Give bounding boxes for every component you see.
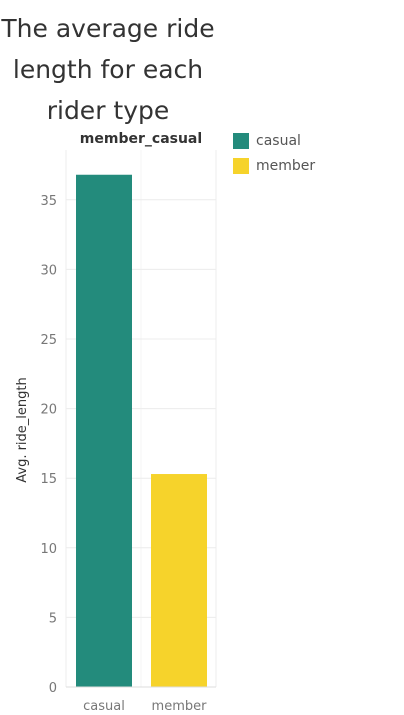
chart-title-line: The average ride <box>1 14 215 43</box>
y-tick-label: 15 <box>40 472 57 487</box>
column-header: member_casual <box>80 131 202 147</box>
chart-legend: casual member <box>233 128 315 178</box>
y-tick-label: 25 <box>40 333 57 348</box>
y-tick-label: 0 <box>49 681 57 696</box>
legend-label-casual: casual <box>256 132 301 149</box>
x-tick-label: casual <box>83 699 125 714</box>
y-tick-label: 10 <box>40 542 57 557</box>
bar-member <box>151 474 207 687</box>
legend-swatch-member <box>233 157 249 174</box>
bar-casual <box>76 174 132 687</box>
legend-item-member[interactable]: member <box>233 153 315 178</box>
y-tick-label: 20 <box>40 403 57 418</box>
y-axis-label: Avg. ride_length <box>15 377 30 483</box>
chart-title-line: length for each <box>12 55 204 84</box>
legend-label-member: member <box>256 157 316 174</box>
chart-title: The average ride length for each rider t… <box>0 8 216 131</box>
y-tick-label: 35 <box>40 194 57 209</box>
chart-title-line: rider type <box>46 96 170 125</box>
y-tick-label: 30 <box>40 263 57 278</box>
y-tick-label: 5 <box>49 611 57 626</box>
legend-swatch-casual <box>233 132 249 149</box>
legend-item-casual[interactable]: casual <box>233 128 315 153</box>
x-tick-label: member <box>152 699 208 714</box>
